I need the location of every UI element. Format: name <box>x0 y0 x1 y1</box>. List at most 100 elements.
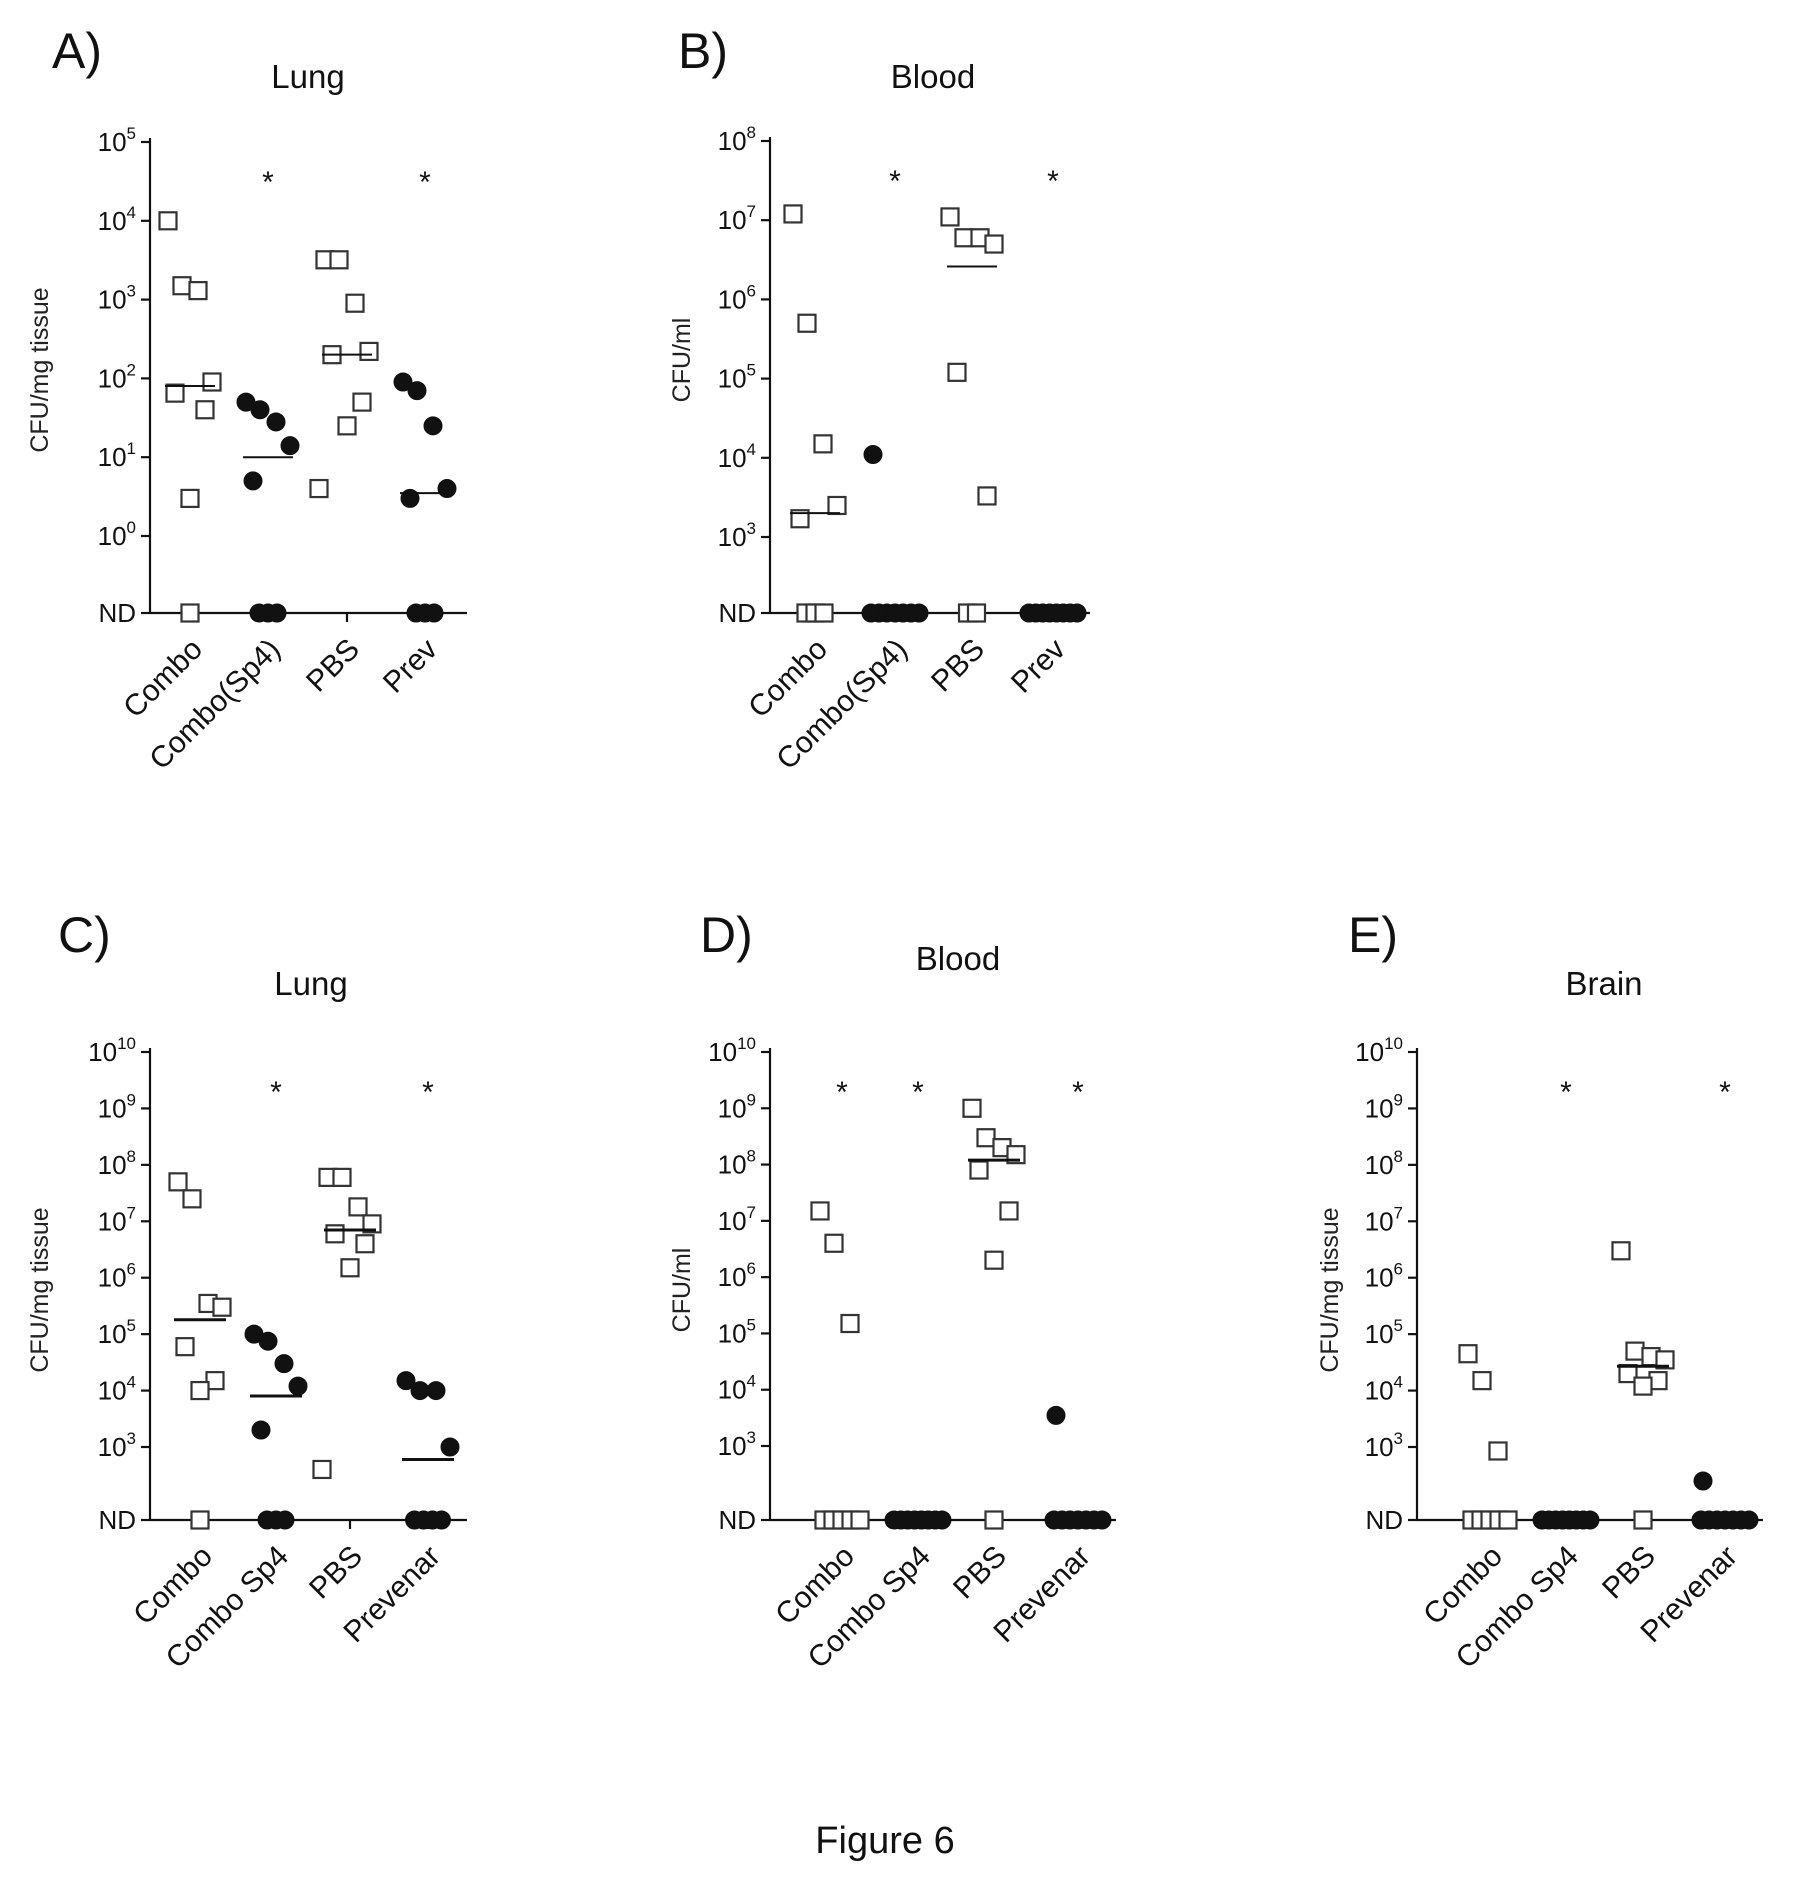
panel-title: Lung <box>271 58 344 95</box>
panel-c: C) Lung CFU/mg tissue ND 103 104 105 106 107 108 1… <box>26 907 467 1675</box>
panel-b: B) BloodCFU/mlND103104105106107108ComboCo… <box>668 23 1090 776</box>
x-category-label: PBS <box>947 1540 1013 1606</box>
data-point <box>243 471 263 491</box>
y-tick-label: 103 <box>98 282 136 315</box>
data-point <box>158 211 178 231</box>
data-point <box>940 207 960 227</box>
figure-caption: Figure 6 <box>815 1820 954 1862</box>
data-point <box>984 1250 1004 1270</box>
data-point <box>1458 1344 1478 1364</box>
data-point <box>1655 1350 1675 1370</box>
y-tick-label: 107 <box>718 202 756 235</box>
data-point <box>962 1098 982 1118</box>
data-point <box>329 250 349 270</box>
data-point <box>332 1167 352 1187</box>
y-tick-label: 105 <box>98 1316 136 1349</box>
data-point <box>250 400 270 420</box>
y-tick-label: ND <box>1365 1505 1403 1535</box>
y-tick-label: 108 <box>1365 1147 1403 1180</box>
data-point <box>797 313 817 333</box>
data-point <box>407 381 427 401</box>
y-tick-label: ND <box>98 1505 136 1535</box>
y-tick-label: ND <box>98 598 136 628</box>
data-point <box>325 1224 345 1244</box>
y-tick-label: 106 <box>718 281 756 314</box>
data-point <box>190 1380 210 1401</box>
y-tick-label: 104 <box>98 1373 136 1406</box>
data-point <box>932 1510 952 1530</box>
panel-letter: E) <box>1348 907 1398 963</box>
data-point <box>840 1313 860 1334</box>
y-tick-label: 109 <box>98 1090 136 1123</box>
y-tick-label: 107 <box>1365 1203 1403 1236</box>
y-tick-label: 108 <box>718 1147 756 1180</box>
panel-title: Blood <box>916 940 1000 977</box>
data-point <box>180 603 200 623</box>
y-tick-label: 107 <box>718 1203 756 1236</box>
data-point <box>190 1510 210 1530</box>
y-tick-label: 106 <box>98 1260 136 1293</box>
panel-letter: A) <box>52 23 102 79</box>
y-tick-label: 104 <box>718 1372 756 1405</box>
data-point <box>783 204 803 224</box>
data-point <box>258 1331 278 1351</box>
y-tick-label: 105 <box>1365 1316 1403 1349</box>
data-point <box>947 362 967 382</box>
y-tick-label: 103 <box>1365 1429 1403 1462</box>
y-tick-label: 105 <box>718 1315 756 1348</box>
y-axis-label: CFU/ml <box>668 318 696 403</box>
data-point <box>432 1510 451 1530</box>
data-point <box>1633 1376 1653 1396</box>
data-point <box>984 1510 1004 1530</box>
panel-e: E) Brain CFU/mg tissue ND 103 104 105 106 107 108… <box>1316 907 1763 1675</box>
data-point <box>267 603 287 623</box>
significance-star: * <box>1719 1076 1731 1109</box>
significance-star: * <box>1072 1076 1084 1109</box>
y-tick-label: 103 <box>718 1428 756 1461</box>
y-tick-label: 107 <box>98 1203 136 1236</box>
data-point <box>337 416 357 436</box>
data-point <box>345 293 365 313</box>
data-point <box>813 434 833 454</box>
x-category-label: PBS <box>300 633 366 699</box>
data-point <box>437 479 457 499</box>
data-point <box>275 1510 295 1530</box>
y-tick-label: 109 <box>718 1090 756 1123</box>
data-point <box>824 1233 844 1253</box>
data-point <box>309 478 329 499</box>
data-point <box>348 1197 368 1217</box>
y-tick-label: 1010 <box>88 1034 136 1067</box>
significance-star: * <box>419 166 431 199</box>
data-point <box>410 1381 430 1401</box>
y-tick-label: 106 <box>1365 1260 1403 1293</box>
significance-star: * <box>836 1076 848 1109</box>
data-point <box>362 1214 382 1234</box>
panel-d: D) Blood CFU/ml ND 103 104 105 106 107 108 109 1010… <box>668 907 1116 1675</box>
data-point <box>850 1510 870 1530</box>
y-axis-label: CFU/mg tissue <box>26 1207 54 1372</box>
data-point <box>1739 1510 1759 1530</box>
y-tick-label: 105 <box>718 361 756 394</box>
data-point <box>188 281 208 301</box>
data-point <box>969 1160 989 1180</box>
y-tick-label: 108 <box>98 1147 136 1180</box>
data-point <box>280 436 300 456</box>
panel-title: Blood <box>891 58 975 95</box>
panel-title: Lung <box>274 965 347 1002</box>
data-point <box>359 341 379 362</box>
y-tick-label: 1010 <box>1355 1034 1403 1067</box>
y-axis-label: CFU/mg tissue <box>26 287 54 452</box>
data-point <box>977 486 997 506</box>
panel-letter: C) <box>58 907 111 963</box>
data-point <box>1693 1471 1713 1491</box>
data-point <box>355 1234 375 1254</box>
data-point <box>251 1420 271 1440</box>
significance-star: * <box>270 1076 282 1109</box>
y-tick-label: ND <box>718 598 756 628</box>
data-point <box>1611 1241 1631 1261</box>
panel-letter: B) <box>678 23 728 79</box>
significance-star: * <box>912 1076 924 1109</box>
y-tick-label: 103 <box>718 519 756 552</box>
data-point <box>1472 1371 1492 1391</box>
